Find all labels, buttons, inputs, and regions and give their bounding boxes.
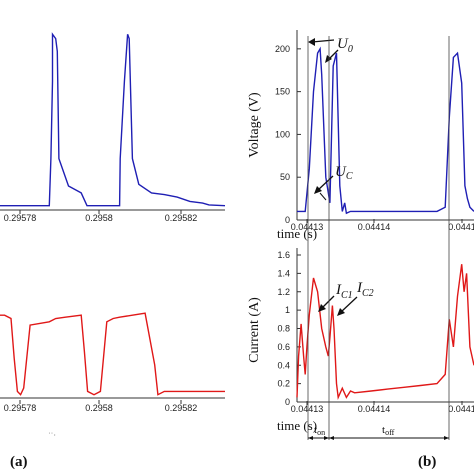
y-tick-label: 0.8 bbox=[277, 324, 290, 334]
arrow-ic1 bbox=[321, 295, 335, 309]
annotation-uc: UC bbox=[335, 164, 353, 182]
arrow-uc-head bbox=[314, 186, 322, 194]
y-tick-label: 1 bbox=[285, 305, 290, 315]
x-tick-label: 0.04413 bbox=[291, 404, 324, 414]
arrow-u0-2-head bbox=[325, 55, 332, 63]
x-ticks: 0.29578 0.2958 0.29582 bbox=[4, 210, 198, 223]
y-tick-label: 150 bbox=[275, 87, 290, 97]
arrow-ic2 bbox=[340, 296, 358, 313]
ton-label: ton bbox=[314, 424, 325, 437]
x-tick-label: 0.0441 bbox=[448, 222, 474, 232]
x-tick-label: 0.29578 bbox=[4, 403, 37, 413]
y-tick-label: 0 bbox=[285, 215, 290, 225]
arrow-ic1-head bbox=[318, 304, 326, 312]
panel-b-voltage-plot: 0.04413 0.04414 0.0441 0 50 100 150 200 Voltage… bbox=[247, 30, 474, 232]
panel-a-voltage-plot: 0.29578 0.2958 0.29582 time (s) bbox=[0, 32, 317, 241]
y-tick-label: 0.2 bbox=[277, 379, 290, 389]
y-tick-label: 1.4 bbox=[277, 268, 290, 278]
panel-label-b: (b) bbox=[418, 454, 436, 470]
annotation-ic2: IC2 bbox=[356, 280, 374, 299]
arrow-uc bbox=[317, 175, 334, 191]
y-axis-label: Voltage (V) bbox=[247, 92, 262, 158]
annotation-u0: U0 bbox=[337, 36, 353, 55]
y-tick-label: 0 bbox=[285, 397, 290, 407]
x-axis-label: time (s) bbox=[277, 418, 317, 433]
axis-ticks: 0.04413 0.04414 0.0441 0 50 100 150 200 bbox=[275, 44, 474, 232]
x-tick-label: 0.2958 bbox=[85, 403, 113, 413]
x-tick-label: 0.04414 bbox=[358, 222, 391, 232]
x-tick-label: 0.04414 bbox=[358, 404, 391, 414]
ton-toff-dimensions: ton toff bbox=[308, 424, 449, 440]
ton-arrow-left bbox=[308, 436, 313, 440]
y-tick-label: 200 bbox=[275, 44, 290, 54]
annotation-ic1: IC1 bbox=[335, 282, 353, 301]
y-tick-label: 50 bbox=[280, 172, 290, 182]
x-axis-label: time (s) bbox=[277, 226, 317, 241]
x-tick-label: 0.0441 bbox=[448, 404, 474, 414]
x-tick-label: 0.29578 bbox=[4, 213, 37, 223]
arrow-uc-2 bbox=[319, 192, 327, 201]
voltage-trace bbox=[0, 32, 226, 207]
toff-arrow-left bbox=[329, 436, 334, 440]
toff-label: toff bbox=[382, 424, 395, 437]
y-axis-label: Current (A) bbox=[247, 297, 262, 363]
y-tick-label: 100 bbox=[275, 129, 290, 139]
current-trace bbox=[0, 312, 225, 396]
x-tick-label: 0.04413 bbox=[291, 222, 324, 232]
panel-label-a: (a) bbox=[10, 454, 28, 470]
axis-ticks: 0.04413 0.04414 0.0441 0 0.2 0.4 0.6 0.8 1 1.2 1.4… bbox=[277, 250, 474, 414]
x-ticks: 0.29578 0.2958 0.29582 bbox=[4, 400, 198, 413]
voltage-trace bbox=[297, 46, 474, 215]
y-tick-label: 0.6 bbox=[277, 342, 290, 352]
panel-a-current-plot: 0.29578 0.2958 0.29582 time (s) bbox=[0, 312, 317, 433]
y-tick-label: 1.2 bbox=[277, 287, 290, 297]
y-tick-label: 0.4 bbox=[277, 360, 290, 370]
cropped-text: ˙˙· bbox=[48, 431, 56, 440]
toff-arrow-right bbox=[444, 436, 449, 440]
current-trace bbox=[296, 264, 474, 400]
time-markers bbox=[307, 36, 450, 440]
arrow-u0-1 bbox=[311, 39, 335, 43]
panel-b-current-plot: 0.04413 0.04414 0.0441 0 0.2 0.4 0.6 0.8 1 1.2 1.4… bbox=[247, 248, 474, 414]
ton-arrow-right bbox=[324, 436, 329, 440]
arrow-ic2-head bbox=[337, 308, 345, 316]
x-tick-label: 0.29582 bbox=[165, 213, 198, 223]
x-tick-label: 0.2958 bbox=[85, 213, 113, 223]
y-tick-label: 1.6 bbox=[277, 250, 290, 260]
x-tick-label: 0.29582 bbox=[165, 403, 198, 413]
arrow-u0-1-head bbox=[308, 38, 315, 46]
